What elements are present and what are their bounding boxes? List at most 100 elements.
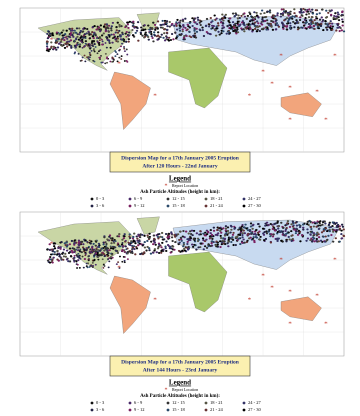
ash-particle bbox=[273, 229, 277, 232]
ash-particle bbox=[78, 33, 81, 36]
ash-particle bbox=[262, 233, 266, 236]
ash-particle bbox=[77, 52, 80, 55]
ash-particle bbox=[334, 237, 337, 240]
ash-particle bbox=[120, 58, 123, 60]
report-location: * bbox=[50, 37, 54, 44]
ash-particle bbox=[148, 237, 151, 240]
ash-particle bbox=[260, 22, 263, 25]
report-location: * bbox=[324, 117, 328, 124]
ash-particle bbox=[156, 27, 159, 30]
ash-particle bbox=[299, 240, 302, 243]
ash-particle bbox=[79, 60, 82, 62]
legend-swatch bbox=[204, 204, 208, 208]
ash-particle bbox=[119, 245, 122, 248]
ash-particle bbox=[329, 27, 332, 30]
ash-particle bbox=[139, 32, 143, 36]
ash-particle bbox=[304, 22, 307, 25]
ash-particle bbox=[337, 13, 340, 16]
ash-particle bbox=[61, 34, 64, 37]
ash-particle bbox=[93, 255, 96, 258]
ash-particle bbox=[101, 40, 104, 43]
legend-label: 15 - 18 bbox=[172, 203, 185, 208]
ash-particle bbox=[123, 60, 126, 62]
ash-particle bbox=[49, 256, 52, 259]
ash-particle bbox=[98, 253, 101, 256]
legend-swatch bbox=[90, 204, 94, 208]
ash-particle bbox=[249, 222, 253, 225]
ash-particle bbox=[112, 58, 115, 61]
ash-particle bbox=[72, 32, 75, 35]
ash-particle bbox=[245, 227, 248, 230]
ash-particle bbox=[118, 29, 121, 32]
ash-particle bbox=[270, 233, 273, 236]
ash-particle bbox=[300, 9, 303, 12]
ash-particle bbox=[282, 24, 285, 27]
ash-particle bbox=[291, 237, 294, 240]
ash-particle bbox=[45, 42, 49, 45]
ash-particle bbox=[279, 12, 283, 15]
ash-particle bbox=[164, 245, 167, 248]
ash-particle bbox=[98, 39, 101, 42]
ash-particle bbox=[140, 26, 143, 29]
ash-particle bbox=[107, 266, 110, 269]
ash-particle bbox=[93, 258, 96, 261]
ash-particle bbox=[224, 16, 227, 19]
ash-particle bbox=[257, 233, 261, 236]
ash-particle bbox=[182, 24, 185, 27]
ash-particle bbox=[330, 22, 334, 25]
ash-particle bbox=[70, 46, 73, 49]
ash-particle bbox=[98, 42, 101, 44]
ash-particle bbox=[322, 29, 325, 32]
ash-particle bbox=[97, 26, 101, 29]
ash-particle bbox=[87, 56, 90, 58]
ash-particle bbox=[51, 33, 54, 36]
ash-particle bbox=[170, 247, 173, 250]
ash-particle bbox=[127, 38, 130, 41]
ash-particle bbox=[192, 17, 196, 20]
ash-particle bbox=[162, 248, 165, 251]
ash-particle bbox=[161, 238, 164, 241]
ash-particle bbox=[79, 36, 82, 39]
ash-particle bbox=[69, 32, 73, 35]
ash-particle bbox=[311, 16, 314, 19]
ash-particle bbox=[338, 26, 341, 29]
ash-particle bbox=[341, 10, 344, 13]
ash-particle bbox=[81, 30, 84, 33]
ash-particle bbox=[111, 56, 114, 59]
ash-particle bbox=[96, 253, 99, 256]
ash-particle bbox=[185, 246, 188, 249]
ash-particle bbox=[292, 20, 295, 23]
ash-particle bbox=[156, 20, 160, 23]
ash-particle bbox=[204, 25, 208, 28]
ash-particle bbox=[148, 249, 151, 252]
ash-particle bbox=[153, 31, 156, 34]
ash-particle bbox=[269, 22, 272, 25]
ash-particle bbox=[105, 246, 108, 249]
ash-particle bbox=[74, 31, 77, 34]
ash-particle bbox=[125, 248, 128, 251]
ash-particle bbox=[165, 22, 168, 25]
report-location: * bbox=[288, 117, 292, 124]
ash-particle bbox=[78, 250, 81, 252]
ash-particle bbox=[62, 36, 65, 39]
ash-particle bbox=[222, 30, 225, 33]
ash-particle bbox=[79, 248, 82, 251]
ash-particle bbox=[191, 24, 194, 28]
report-location: * bbox=[117, 61, 121, 68]
ash-particle bbox=[276, 12, 279, 15]
ash-particle bbox=[206, 32, 210, 35]
ash-particle bbox=[335, 230, 338, 233]
ash-particle bbox=[215, 27, 219, 30]
ash-particle bbox=[263, 12, 266, 15]
ash-particle bbox=[238, 16, 241, 20]
ash-particle bbox=[116, 235, 119, 238]
ash-particle bbox=[68, 40, 71, 43]
ash-particle bbox=[184, 17, 187, 20]
ash-particle bbox=[78, 45, 81, 48]
ash-particle bbox=[49, 258, 53, 261]
ash-particle bbox=[81, 46, 84, 49]
ash-particle bbox=[183, 249, 187, 252]
ash-particle bbox=[226, 242, 229, 245]
ash-particle bbox=[183, 35, 186, 38]
ash-particle bbox=[329, 25, 332, 28]
